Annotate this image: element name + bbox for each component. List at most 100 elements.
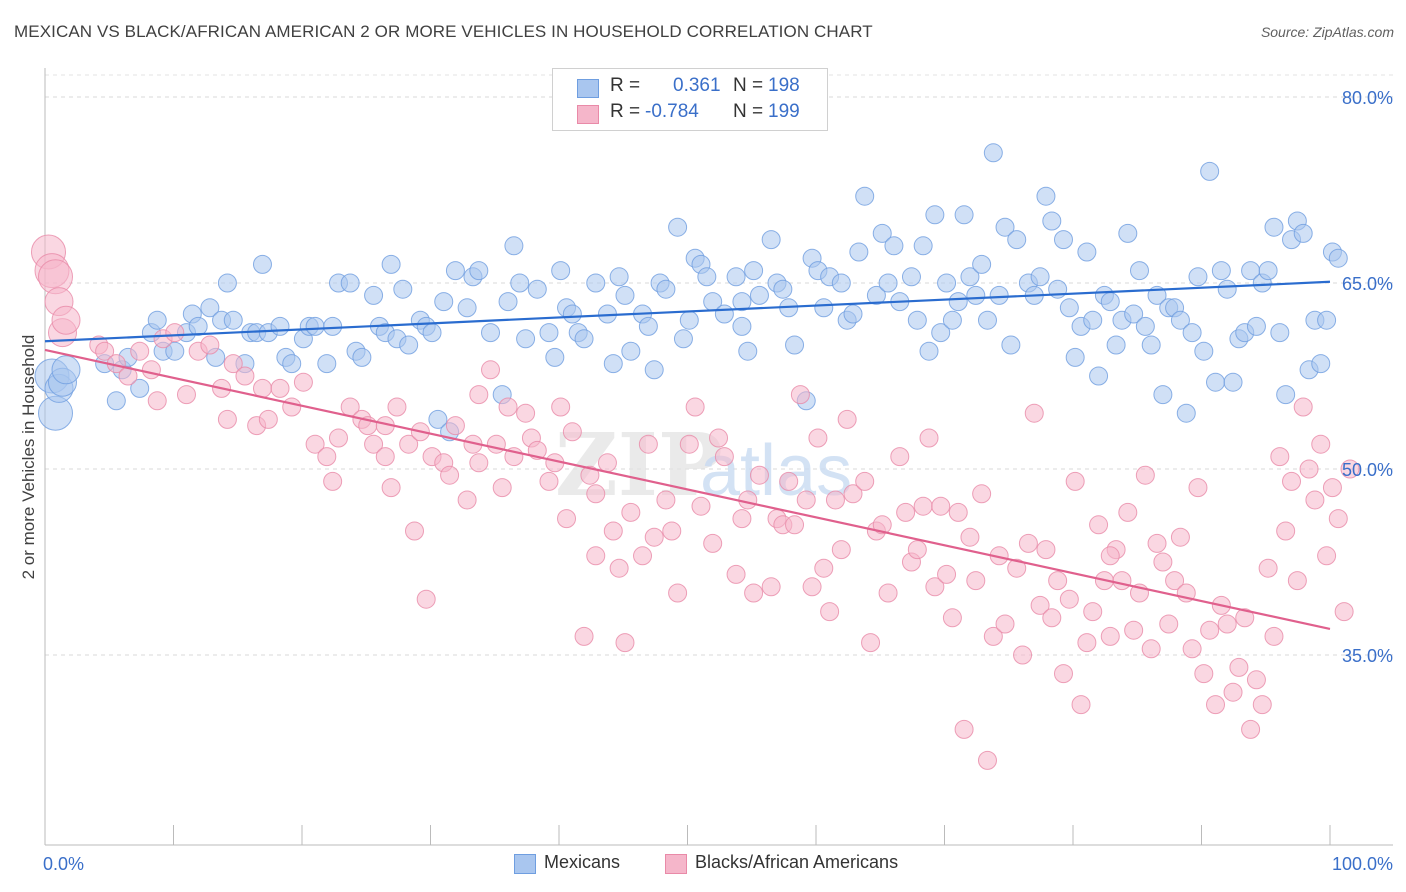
black-point xyxy=(574,626,594,646)
black-point xyxy=(668,583,688,603)
black-point xyxy=(796,490,816,510)
mexican-point xyxy=(1223,372,1243,392)
black-point xyxy=(1118,502,1138,522)
r-label: R = xyxy=(610,75,641,96)
black-point xyxy=(954,719,974,739)
black-point xyxy=(305,434,325,454)
black-point xyxy=(738,490,758,510)
black-point xyxy=(785,515,805,535)
black-point xyxy=(323,471,343,491)
black-point xyxy=(1065,471,1085,491)
mexican-point xyxy=(51,355,81,385)
mexican-point xyxy=(1077,242,1097,262)
mexican-point xyxy=(352,347,372,367)
mexican-point xyxy=(252,254,272,274)
black-point xyxy=(481,360,501,380)
stats-legend: R = 0.361 N = 198 R = -0.784 N = 199 xyxy=(552,68,828,131)
black-point xyxy=(1264,626,1284,646)
mexican-point xyxy=(323,316,343,336)
mexican-point xyxy=(942,310,962,330)
trend-lines xyxy=(44,280,1331,631)
mexican-point xyxy=(1276,385,1296,405)
black-point xyxy=(872,515,892,535)
black-point xyxy=(580,465,600,485)
black-point xyxy=(223,354,243,374)
black-point xyxy=(1200,620,1220,640)
mexican-point xyxy=(679,310,699,330)
black-point xyxy=(609,558,629,578)
black-point xyxy=(387,397,407,417)
mexican-point xyxy=(1176,403,1196,423)
black-point xyxy=(141,360,161,380)
black-point xyxy=(95,341,115,361)
mexican-point xyxy=(539,323,559,343)
legend-label: Blacks/African Americans xyxy=(695,852,899,872)
black-point xyxy=(855,471,875,491)
legend-swatch-pink xyxy=(665,854,687,874)
black-point xyxy=(375,447,395,467)
mexican-point xyxy=(785,335,805,355)
black-point xyxy=(1258,558,1278,578)
trend-line-mexicans xyxy=(44,280,1331,343)
black-point xyxy=(1322,478,1342,498)
r-label: R = xyxy=(610,101,641,122)
black-point xyxy=(1013,645,1033,665)
mexican-point xyxy=(1264,217,1284,237)
black-point xyxy=(1194,664,1214,684)
black-point xyxy=(644,527,664,547)
black-point xyxy=(761,577,781,597)
black-point xyxy=(1170,527,1190,547)
black-point xyxy=(925,577,945,597)
black-point xyxy=(1270,447,1290,467)
black-point xyxy=(714,447,734,467)
black-point xyxy=(808,428,828,448)
mexican-point xyxy=(732,292,752,312)
black-point xyxy=(691,496,711,516)
mexican-point xyxy=(925,205,945,225)
mexican-point xyxy=(673,329,693,349)
black-point xyxy=(457,490,477,510)
mexican-point xyxy=(504,236,524,256)
black-point xyxy=(703,533,723,553)
mexican-point xyxy=(913,236,933,256)
mexican-point xyxy=(603,354,623,374)
black-point xyxy=(749,465,769,485)
mexican-point xyxy=(644,360,664,380)
black-point xyxy=(1229,657,1249,677)
mexican-point xyxy=(937,273,957,293)
black-point xyxy=(270,378,290,398)
black-point xyxy=(399,434,419,454)
black-point xyxy=(1036,540,1056,560)
mexican-point xyxy=(1153,385,1173,405)
mexican-point xyxy=(469,261,489,281)
black-point xyxy=(633,546,653,566)
black-point xyxy=(416,589,436,609)
n-label: N = xyxy=(733,75,764,96)
black-point xyxy=(1147,533,1167,553)
mexican-point xyxy=(1083,310,1103,330)
black-point xyxy=(51,305,81,335)
black-point xyxy=(1030,595,1050,615)
mexican-point xyxy=(364,285,384,305)
black-point xyxy=(837,409,857,429)
y-tick-label: 65.0% xyxy=(1342,274,1393,294)
black-point xyxy=(878,583,898,603)
x-tick-label-max: 100.0% xyxy=(1332,854,1393,874)
mexican-point xyxy=(223,310,243,330)
black-point xyxy=(1311,434,1331,454)
black-point xyxy=(317,447,337,467)
black-point xyxy=(931,496,951,516)
mexican-point xyxy=(1211,261,1231,281)
black-point xyxy=(1287,571,1307,591)
black-point xyxy=(638,434,658,454)
mexican-point xyxy=(1311,354,1331,374)
chart-title: MEXICAN VS BLACK/AFRICAN AMERICAN 2 OR M… xyxy=(14,22,873,41)
mexican-point xyxy=(147,310,167,330)
black-point xyxy=(1071,695,1091,715)
mexican-point xyxy=(761,230,781,250)
mexican-point xyxy=(749,285,769,305)
black-point xyxy=(586,484,606,504)
black-point xyxy=(1100,546,1120,566)
mexican-point xyxy=(773,279,793,299)
